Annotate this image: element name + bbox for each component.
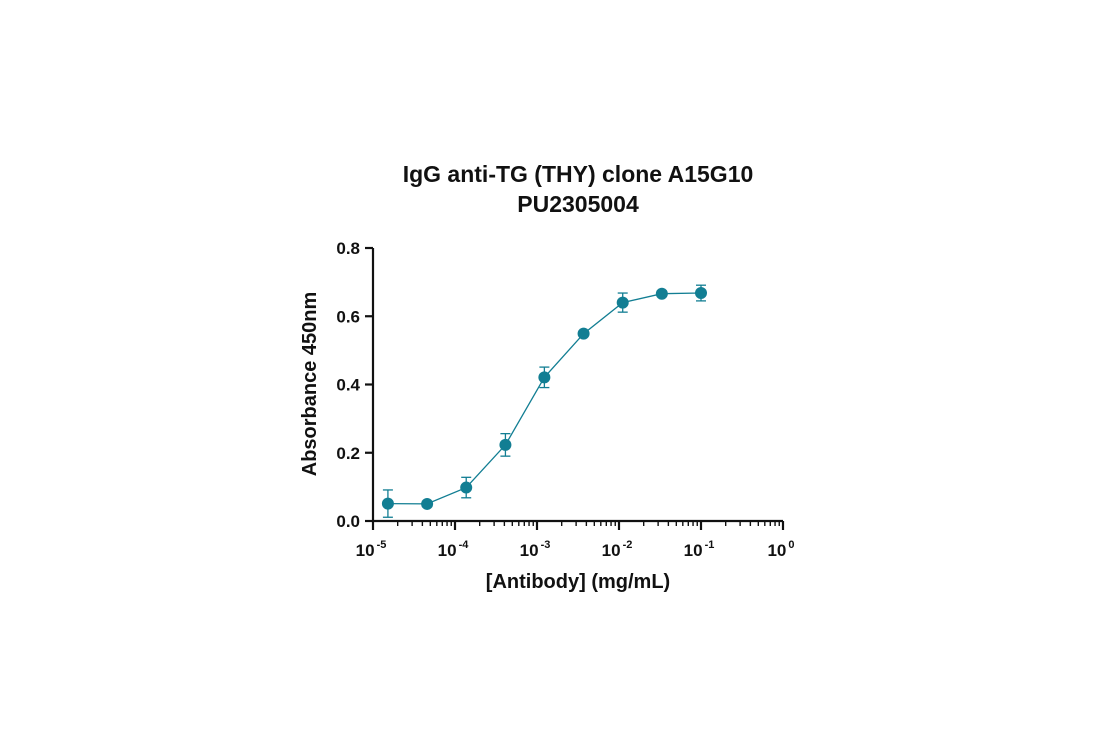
x-tick-base: 10 <box>438 541 457 560</box>
data-point <box>460 481 473 494</box>
x-tick-base: 10 <box>520 541 539 560</box>
y-tick-label: 0.4 <box>336 376 360 395</box>
data-point <box>381 497 394 510</box>
data-point <box>577 327 590 340</box>
x-tick-base: 10 <box>684 541 703 560</box>
data-point <box>421 497 434 510</box>
chart-title: IgG anti-TG (THY) clone A15G10 <box>403 161 754 187</box>
plot-area <box>381 284 707 518</box>
data-point <box>616 296 629 309</box>
axes: 0.00.20.40.60.810 -5 10 -4 10 -3 10 -2 10 -1 10 0 <box>336 239 794 560</box>
y-tick-label: 0.2 <box>336 444 360 463</box>
x-tick-label: 10 -2 <box>602 539 633 560</box>
x-tick-label: 10 0 <box>767 539 794 560</box>
x-axis-label: [Antibody] (mg/mL) <box>486 571 670 593</box>
x-tick-exponent: -3 <box>541 539 551 551</box>
y-tick-label: 0.0 <box>336 512 360 531</box>
x-tick-label: 10 -4 <box>438 539 470 560</box>
x-tick-label: 10 -1 <box>684 539 715 560</box>
x-tick-exponent: -2 <box>623 539 633 551</box>
y-axis-label: Absorbance 450nm <box>299 292 321 477</box>
y-tick-label: 0.8 <box>336 239 360 258</box>
x-tick-base: 10 <box>602 541 621 560</box>
x-tick-exponent: -5 <box>377 539 387 551</box>
data-point <box>499 438 512 451</box>
data-point <box>695 287 707 300</box>
x-tick-exponent: 0 <box>788 539 794 551</box>
x-tick-exponent: -1 <box>705 539 715 551</box>
x-tick-exponent: -4 <box>459 539 470 551</box>
x-tick-base: 10 <box>356 541 375 560</box>
x-tick-label: 10 -5 <box>356 539 387 560</box>
x-tick-base: 10 <box>767 541 786 560</box>
data-point <box>538 371 551 384</box>
chart-subtitle: PU2305004 <box>517 191 639 217</box>
data-point <box>655 287 668 300</box>
series-line <box>387 292 702 505</box>
x-tick-label: 10 -3 <box>520 539 551 560</box>
y-tick-label: 0.6 <box>336 307 360 326</box>
